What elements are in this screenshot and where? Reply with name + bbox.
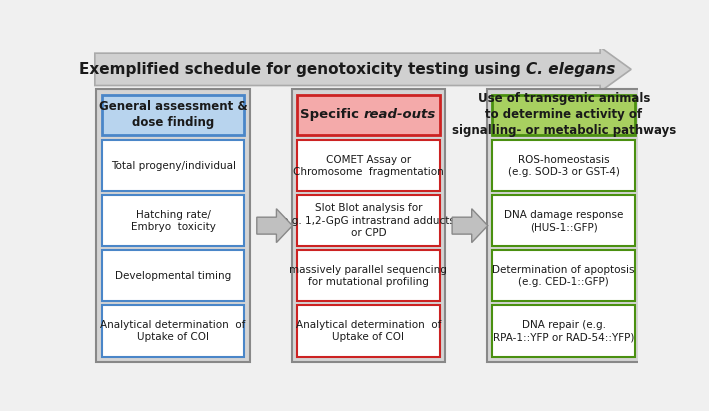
Bar — [297, 305, 440, 357]
Polygon shape — [95, 47, 631, 92]
Bar — [492, 95, 635, 135]
Polygon shape — [452, 209, 488, 242]
Bar — [297, 250, 440, 302]
Text: Exemplified schedule for genotoxicity testing using: Exemplified schedule for genotoxicity te… — [79, 62, 526, 77]
Bar — [297, 95, 440, 135]
Bar — [96, 89, 250, 362]
Text: ROS-homeostasis
(e.g. SOD-3 or GST-4): ROS-homeostasis (e.g. SOD-3 or GST-4) — [508, 155, 620, 177]
Text: Hatching rate/
Embryo  toxicity: Hatching rate/ Embryo toxicity — [130, 210, 216, 232]
Bar — [102, 95, 245, 135]
Text: Slot Blot analysis for
e.g. 1,2-GpG intrastrand adducts
or CPD: Slot Blot analysis for e.g. 1,2-GpG intr… — [282, 203, 455, 238]
Text: Determination of apoptosis
(e.g. CED-1::GFP): Determination of apoptosis (e.g. CED-1::… — [493, 265, 635, 287]
Text: DNA repair (e.g.
RPA-1::YFP or RAD-54::YFP): DNA repair (e.g. RPA-1::YFP or RAD-54::Y… — [493, 320, 635, 342]
Bar — [492, 250, 635, 302]
Text: DNA damage response
(HUS-1::GFP): DNA damage response (HUS-1::GFP) — [504, 210, 623, 232]
Text: Specific: Specific — [301, 108, 364, 121]
Bar — [297, 140, 440, 192]
Text: Total progeny/individual: Total progeny/individual — [111, 161, 235, 171]
Bar — [492, 305, 635, 357]
Bar — [102, 195, 245, 247]
Bar — [291, 89, 445, 362]
Text: Analytical determination  of
Uptake of COI: Analytical determination of Uptake of CO… — [101, 320, 246, 342]
Text: Use of transgenic animals
to determine activity of
signalling- or metabolic path: Use of transgenic animals to determine a… — [452, 92, 676, 137]
Text: C. elegans: C. elegans — [526, 62, 615, 77]
Text: massively parallel sequencing
for mutational profiling: massively parallel sequencing for mutati… — [289, 265, 447, 287]
Bar — [492, 140, 635, 192]
Bar — [102, 250, 245, 302]
Text: Developmental timing: Developmental timing — [115, 271, 231, 281]
Bar — [297, 195, 440, 247]
Bar — [102, 305, 245, 357]
Text: Analytical determination  of
Uptake of COI: Analytical determination of Uptake of CO… — [296, 320, 441, 342]
Bar — [492, 195, 635, 247]
Bar — [487, 89, 640, 362]
Polygon shape — [257, 209, 292, 242]
Text: read-outs: read-outs — [364, 108, 436, 121]
Bar — [102, 140, 245, 192]
Text: General assessment &
dose finding: General assessment & dose finding — [99, 100, 247, 129]
Text: COMET Assay or
Chromosome  fragmentation: COMET Assay or Chromosome fragmentation — [293, 155, 444, 177]
